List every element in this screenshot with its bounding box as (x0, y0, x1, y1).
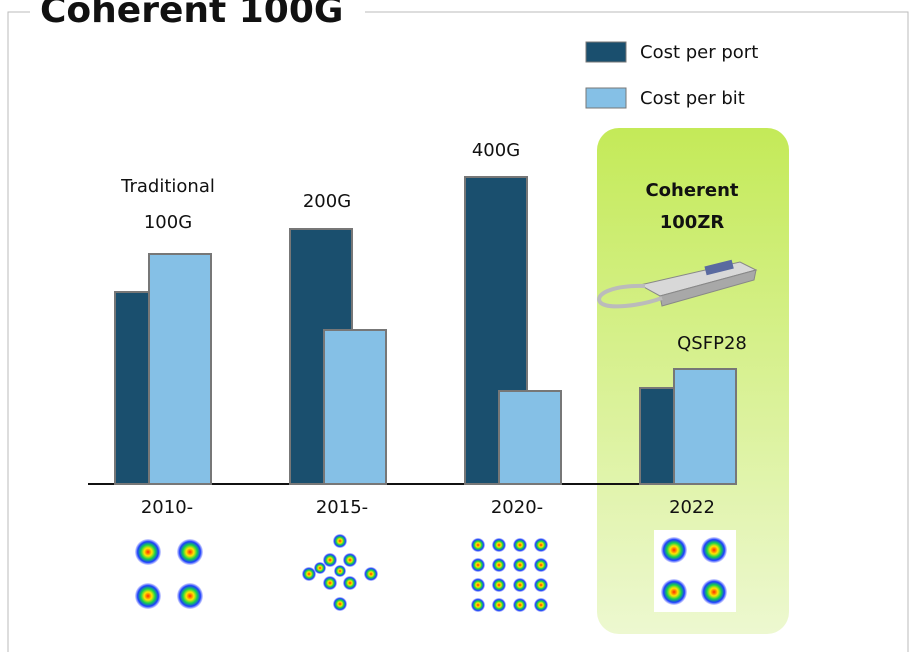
x-tick-label: 2015- (316, 497, 368, 518)
bar (498, 390, 562, 485)
chart-title: Coherent 100G (40, 0, 343, 31)
constellations (135, 530, 736, 612)
bar (323, 329, 387, 485)
annotation: 200G (303, 191, 351, 212)
bar (148, 253, 212, 485)
highlight-label: Coherent (645, 180, 738, 201)
frame (7, 11, 909, 652)
annotation: QSFP28 (677, 333, 747, 354)
legend-label: Cost per bit (640, 88, 745, 109)
annotation: 400G (472, 140, 520, 161)
legend-swatch (585, 41, 627, 63)
highlight-label: 100ZR (660, 212, 725, 233)
title-backdrop (30, 0, 365, 20)
legend-label: Cost per port (640, 42, 758, 63)
x-tick-label: 2020- (491, 497, 543, 518)
annotation: 100G (144, 212, 192, 233)
x-tick-label: 2010- (141, 497, 193, 518)
annotation: Traditional (120, 176, 215, 197)
bar (673, 368, 737, 485)
constellation-16qam (471, 538, 548, 612)
module-image (597, 259, 758, 309)
legend-swatch (585, 87, 627, 109)
x-tick-label: 2022 (669, 497, 715, 518)
